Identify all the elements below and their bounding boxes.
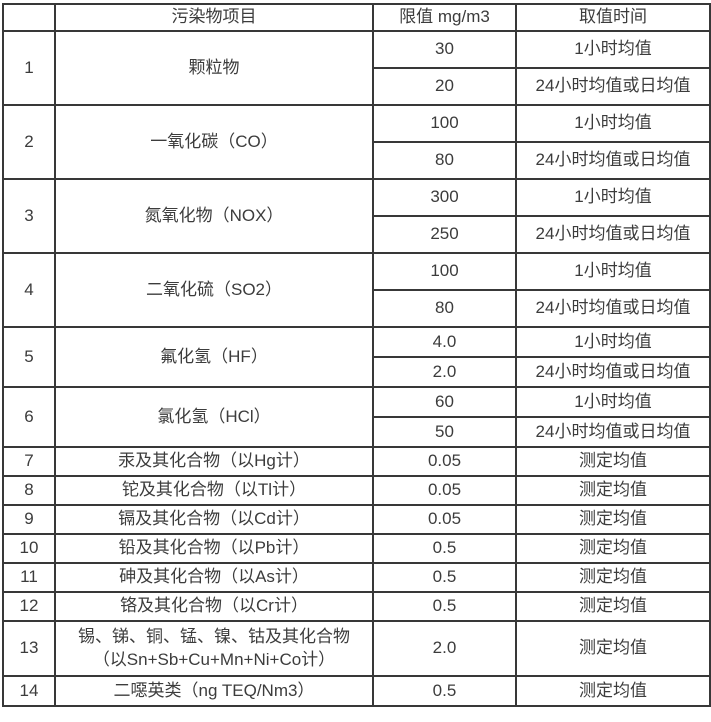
averaging-time-cell: 24小时均值或日均值 — [515, 356, 711, 388]
limit-value-cell: 50 — [372, 416, 517, 448]
row-number-cell: 7 — [2, 446, 56, 477]
pollutant-name-cell: 铊及其化合物（以Tl计） — [54, 475, 374, 506]
table-row: 3 氮氧化物（NOX） 300 1小时均值 — [2, 178, 711, 254]
header-row: 污染物项目 限值 mg/m3 取值时间 — [2, 3, 711, 32]
table-row: 12 铬及其化合物（以Cr计） 0.5 测定均值 — [2, 591, 711, 622]
table-row: 7 汞及其化合物（以Hg计） 0.05 测定均值 — [2, 446, 711, 477]
table-row: 14 二噁英类（ng TEQ/Nm3） 0.5 测定均值 — [2, 675, 711, 707]
averaging-time-cell: 测定均值 — [515, 504, 711, 535]
pollutant-limits-table: 污染物项目 限值 mg/m3 取值时间 1 颗粒物 30 1小时均值 20 24… — [2, 3, 711, 707]
limit-value-cell: 0.5 — [372, 591, 517, 622]
header-index-cell — [2, 3, 56, 32]
limit-value-cell: 0.05 — [372, 504, 517, 535]
limit-value-cell: 0.05 — [372, 475, 517, 506]
limit-value-cell: 250 — [372, 215, 517, 254]
header-time-cell: 取值时间 — [515, 3, 711, 32]
averaging-time-cell: 1小时均值 — [515, 104, 711, 143]
row-number-cell: 12 — [2, 591, 56, 622]
limit-value-cell: 60 — [372, 386, 517, 418]
limit-value-cell: 2.0 — [372, 620, 517, 677]
table-row: 10 铅及其化合物（以Pb计） 0.5 测定均值 — [2, 533, 711, 564]
row-number-cell: 5 — [2, 326, 56, 388]
table-row: 8 铊及其化合物（以Tl计） 0.05 测定均值 — [2, 475, 711, 506]
averaging-time-cell: 测定均值 — [515, 446, 711, 477]
limit-value-cell: 300 — [372, 178, 517, 217]
averaging-time-cell: 测定均值 — [515, 591, 711, 622]
header-pollutant-cell: 污染物项目 — [54, 3, 374, 32]
pollutant-name-line: （以Sn+Sb+Cu+Mn+Ni+Co计） — [92, 649, 336, 669]
averaging-time-cell: 测定均值 — [515, 675, 711, 707]
pollutant-name-cell: 镉及其化合物（以Cd计） — [54, 504, 374, 535]
limit-value-cell: 80 — [372, 141, 517, 180]
limit-value-cell: 0.5 — [372, 533, 517, 564]
averaging-time-cell: 24小时均值或日均值 — [515, 289, 711, 328]
averaging-time-cell: 测定均值 — [515, 562, 711, 593]
limit-value-cell: 30 — [372, 30, 517, 69]
pollutant-name-cell: 铅及其化合物（以Pb计） — [54, 533, 374, 564]
row-number-cell: 8 — [2, 475, 56, 506]
pollutant-name-cell: 汞及其化合物（以Hg计） — [54, 446, 374, 477]
table-row: 11 砷及其化合物（以As计） 0.5 测定均值 — [2, 562, 711, 593]
averaging-time-cell: 1小时均值 — [515, 30, 711, 69]
averaging-time-cell: 测定均值 — [515, 475, 711, 506]
limit-value-cell: 0.05 — [372, 446, 517, 477]
pollutant-name-cell: 氮氧化物（NOX） — [54, 178, 374, 254]
row-number-cell: 13 — [2, 620, 56, 677]
table-row: 20 24小时均值或日均值 — [3, 67, 711, 106]
table-row: 4 二氧化硫（SO2） 100 1小时均值 — [2, 252, 711, 328]
pollutant-name-cell: 二噁英类（ng TEQ/Nm3） — [54, 675, 374, 707]
pollutant-name-cell: 锡、锑、铜、锰、镍、钴及其化合物 （以Sn+Sb+Cu+Mn+Ni+Co计） — [54, 620, 374, 677]
pollutant-name-cell: 砷及其化合物（以As计） — [54, 562, 374, 593]
table-row: 6 氯化氢（HCl） 60 1小时均值 — [2, 386, 711, 448]
averaging-time-cell: 测定均值 — [515, 533, 711, 564]
row-number-cell: 6 — [2, 386, 56, 448]
averaging-time-cell: 1小时均值 — [515, 326, 711, 358]
pollutant-name-cell: 氯化氢（HCl） — [54, 386, 374, 448]
table-row: 5 氟化氢（HF） 4.0 1小时均值 — [2, 326, 711, 388]
averaging-time-cell: 24小时均值或日均值 — [515, 215, 711, 254]
table-row: 250 24小时均值或日均值 — [3, 215, 711, 254]
pollutant-name-cell: 铬及其化合物（以Cr计） — [54, 591, 374, 622]
averaging-time-cell: 测定均值 — [515, 620, 711, 677]
limit-value-cell: 2.0 — [372, 356, 517, 388]
averaging-time-cell: 24小时均值或日均值 — [515, 67, 711, 106]
table-row: 80 24小时均值或日均值 — [3, 289, 711, 328]
row-number-cell: 10 — [2, 533, 56, 564]
averaging-time-cell: 24小时均值或日均值 — [515, 416, 711, 448]
row-number-cell: 9 — [2, 504, 56, 535]
table-row: 9 镉及其化合物（以Cd计） 0.05 测定均值 — [2, 504, 711, 535]
table-row: 1 颗粒物 30 1小时均值 — [2, 30, 711, 106]
table-row: 2 一氧化碳（CO） 100 1小时均值 — [2, 104, 711, 180]
row-number-cell: 2 — [2, 104, 56, 180]
averaging-time-cell: 1小时均值 — [515, 178, 711, 217]
limit-value-cell: 100 — [372, 104, 517, 143]
pollutant-name-line: 锡、锑、铜、锰、镍、钴及其化合物 — [78, 627, 350, 647]
row-number-cell: 4 — [2, 252, 56, 328]
limit-value-cell: 4.0 — [372, 326, 517, 358]
row-number-cell: 1 — [2, 30, 56, 106]
pollutant-name-cell: 一氧化碳（CO） — [54, 104, 374, 180]
table-row: 2.0 24小时均值或日均值 — [3, 356, 711, 388]
table-row: 13 锡、锑、铜、锰、镍、钴及其化合物 （以Sn+Sb+Cu+Mn+Ni+Co计… — [2, 620, 711, 677]
pollutant-name-cell: 二氧化硫（SO2） — [54, 252, 374, 328]
limit-value-cell: 0.5 — [372, 562, 517, 593]
pollutant-name-cell: 颗粒物 — [54, 30, 374, 106]
row-number-cell: 14 — [2, 675, 56, 707]
row-number-cell: 3 — [2, 178, 56, 254]
averaging-time-cell: 24小时均值或日均值 — [515, 141, 711, 180]
limit-value-cell: 0.5 — [372, 675, 517, 707]
limit-value-cell: 20 — [372, 67, 517, 106]
limit-value-cell: 100 — [372, 252, 517, 291]
table-row: 80 24小时均值或日均值 — [3, 141, 711, 180]
pollutant-name-cell: 氟化氢（HF） — [54, 326, 374, 388]
row-number-cell: 11 — [2, 562, 56, 593]
header-limit-cell: 限值 mg/m3 — [372, 3, 517, 32]
averaging-time-cell: 1小时均值 — [515, 252, 711, 291]
averaging-time-cell: 1小时均值 — [515, 386, 711, 418]
table-row: 50 24小时均值或日均值 — [3, 416, 711, 448]
limit-value-cell: 80 — [372, 289, 517, 328]
